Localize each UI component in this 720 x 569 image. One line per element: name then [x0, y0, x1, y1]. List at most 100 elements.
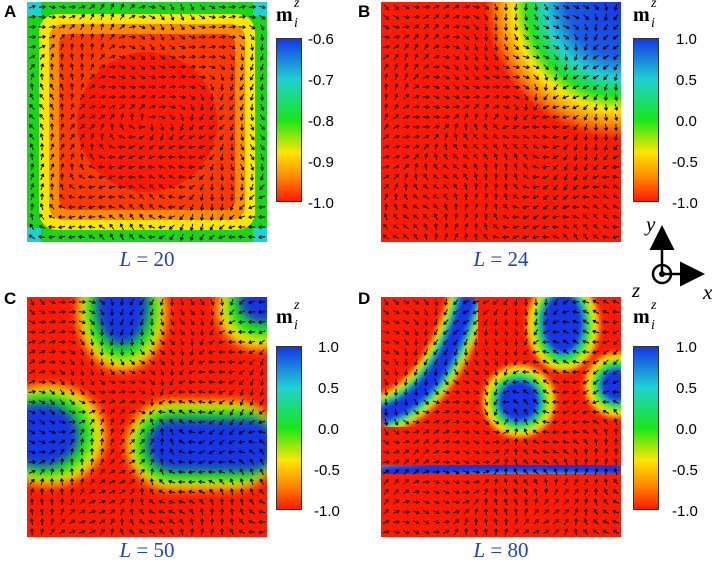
spin-arrow — [68, 319, 77, 325]
spin-arrow — [534, 83, 539, 91]
spin-arrow — [188, 389, 196, 394]
spin-arrow — [29, 369, 36, 375]
spin-arrow — [442, 519, 451, 524]
spin-arrow — [442, 390, 450, 395]
spin-arrow — [100, 43, 105, 51]
spin-arrow — [49, 73, 54, 81]
spin-arrow — [239, 408, 244, 416]
spin-arrow — [454, 213, 459, 221]
spin-arrow — [501, 235, 510, 240]
spin-arrow — [594, 458, 599, 466]
spin-arrow — [402, 24, 410, 29]
spin-arrow — [250, 43, 255, 51]
spin-arrow — [503, 3, 509, 12]
spin-arrow — [553, 529, 559, 535]
spin-arrow — [494, 478, 499, 486]
spin-arrows-c — [28, 298, 266, 536]
spin-arrow — [462, 390, 470, 395]
spin-arrow — [612, 399, 620, 404]
spin-arrow — [120, 428, 125, 436]
spin-arrow — [584, 488, 589, 496]
spin-arrow — [502, 65, 510, 70]
spin-arrow — [532, 225, 540, 230]
spin-arrow — [462, 470, 470, 475]
spin-arrow — [109, 509, 116, 515]
spin-arrow — [49, 83, 55, 90]
spin-arrow — [99, 233, 105, 240]
spin-arrow — [512, 399, 519, 405]
spin-arrow — [210, 83, 215, 91]
spin-arrow — [402, 114, 410, 119]
spin-arrow — [551, 430, 560, 435]
spin-arrow — [562, 105, 570, 110]
spin-arrow — [532, 45, 540, 50]
spin-arrow — [464, 223, 469, 231]
spin-arrow — [613, 73, 618, 81]
spin-arrow — [229, 419, 235, 426]
spin-arrow — [119, 409, 125, 415]
spin-arrow — [513, 359, 519, 366]
spin-arrow — [259, 134, 265, 140]
spin-arrow — [229, 429, 235, 436]
spin-arrow — [384, 113, 389, 121]
spin-arrow — [139, 487, 145, 496]
spin-arrow — [189, 213, 194, 221]
spin-arrow — [190, 338, 195, 347]
spin-arrow — [159, 4, 166, 10]
spin-arrow — [78, 519, 86, 524]
spin-arrow — [138, 94, 146, 99]
spin-arrow — [48, 300, 56, 305]
spin-arrow — [28, 34, 37, 40]
spin-arrow — [118, 389, 126, 394]
spin-arrow — [158, 529, 165, 535]
spin-arrow — [118, 194, 126, 199]
spin-arrow — [393, 44, 400, 50]
spin-arrow — [118, 65, 126, 70]
spin-arrow — [511, 214, 520, 220]
spin-arrow — [179, 214, 185, 221]
spin-arrow — [453, 379, 460, 385]
spin-arrow — [541, 234, 550, 239]
spin-arrow — [168, 84, 176, 89]
spin-arrow — [110, 438, 115, 446]
spin-arrow — [463, 509, 469, 515]
spin-arrow — [137, 125, 146, 130]
spin-arrow — [90, 13, 95, 21]
spin-arrow — [178, 380, 186, 385]
spin-arrow — [109, 318, 114, 326]
spin-arrow — [39, 487, 45, 496]
spin-arrow — [100, 458, 105, 466]
spin-arrow — [98, 195, 106, 200]
spin-arrow — [402, 530, 410, 535]
spin-arrow — [219, 409, 225, 415]
spin-arrow — [177, 184, 186, 190]
spin-arrow — [138, 14, 147, 20]
spin-arrow — [402, 124, 410, 129]
spin-arrow — [562, 95, 570, 100]
spin-arrow — [462, 480, 470, 485]
spin-arrow — [392, 320, 400, 325]
map-a-corner-bl — [27, 228, 41, 242]
spin-arrow — [189, 203, 194, 211]
spin-arrow — [49, 458, 55, 465]
spin-arrow — [159, 388, 164, 396]
spin-arrow — [178, 429, 185, 435]
spin-arrow — [603, 499, 609, 505]
spin-arrow — [28, 234, 35, 240]
spin-arrow — [108, 54, 116, 59]
spin-arrow — [593, 33, 598, 41]
spin-arrow — [168, 194, 176, 199]
spin-arrow — [170, 23, 175, 31]
spin-arrow — [48, 359, 57, 365]
spin-arrow — [503, 498, 508, 506]
spin-arrow — [522, 75, 530, 80]
spin-arrow — [209, 203, 215, 212]
spin-arrow — [100, 418, 105, 426]
spin-arrow — [118, 380, 126, 385]
spin-arrow — [502, 125, 510, 130]
spin-arrow — [38, 369, 46, 374]
spin-arrow — [443, 349, 449, 356]
spin-arrow — [237, 329, 246, 335]
spin-arrow — [533, 104, 539, 111]
spin-arrow — [219, 419, 225, 426]
